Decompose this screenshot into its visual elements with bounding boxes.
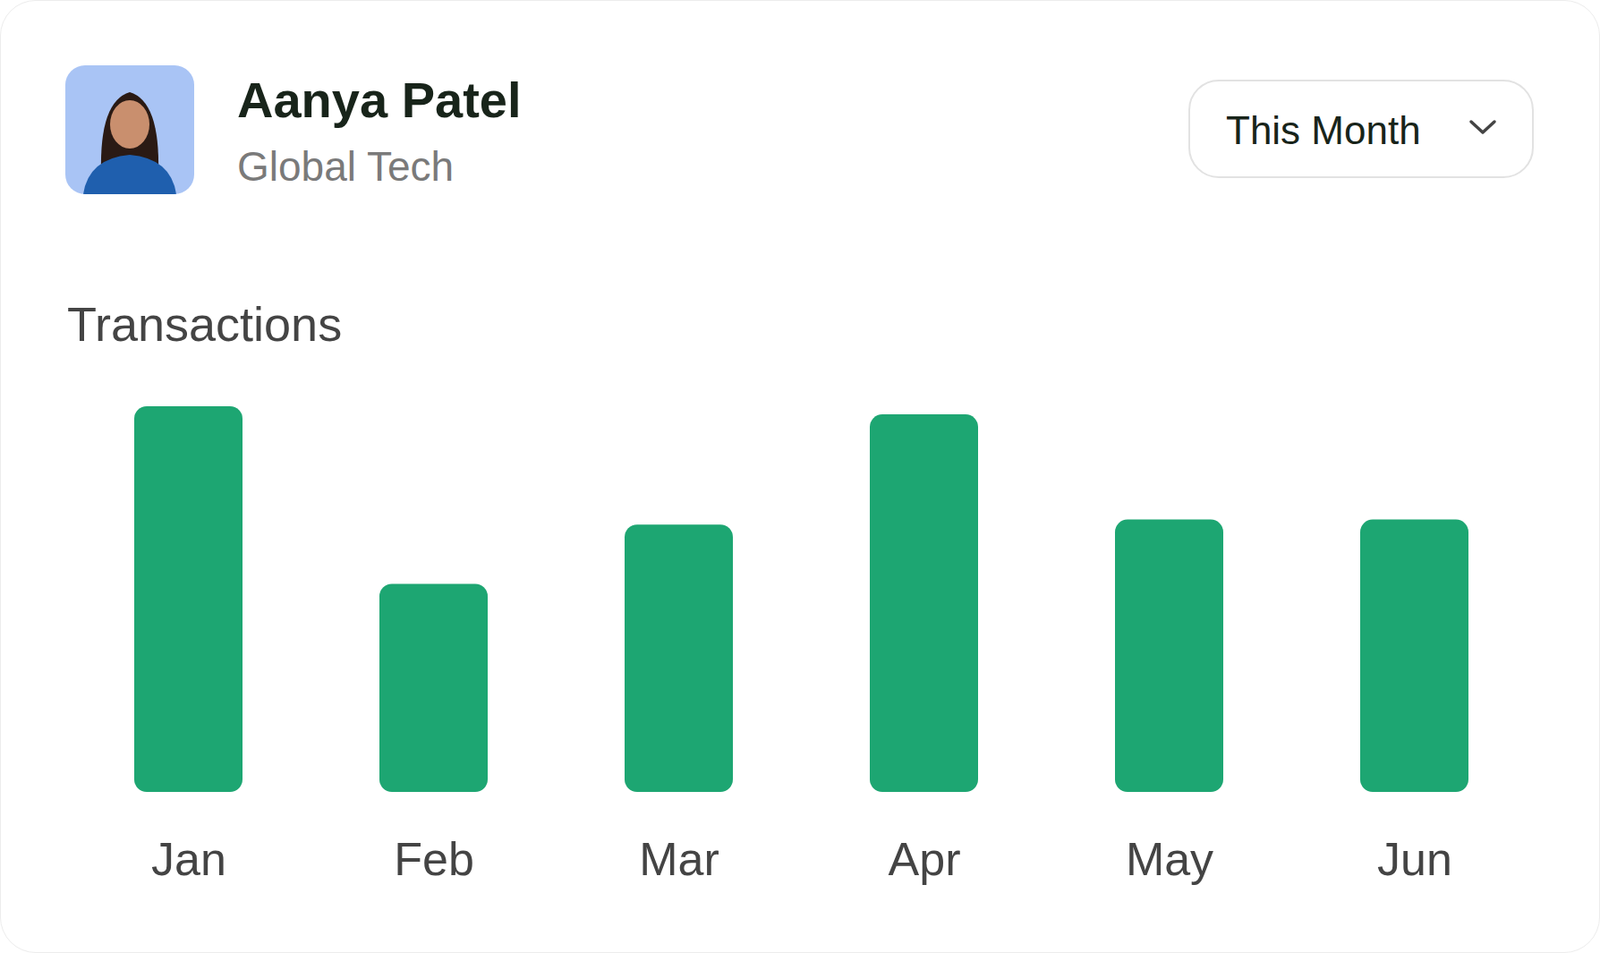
svg-text:Jan: Jan [151,833,227,886]
svg-text:Apr: Apr [888,833,962,886]
svg-text:Mar: Mar [638,833,720,886]
svg-text:Feb: Feb [393,833,475,886]
svg-text:May: May [1125,833,1214,886]
html-text:This Month: This Month [1225,108,1421,153]
html-text:Transactions: Transactions [67,297,342,351]
html-text:Aanya Patel: Aanya Patel [237,71,522,128]
html-text:Global Tech: Global Tech [237,143,454,190]
svg-text:Jun: Jun [1377,833,1453,886]
